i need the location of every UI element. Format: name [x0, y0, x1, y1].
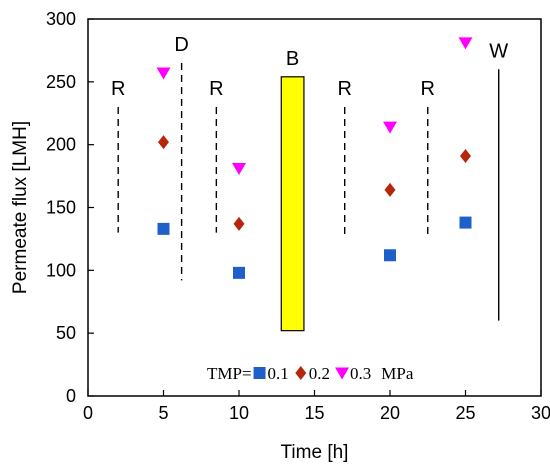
legend-prefix: TMP=: [207, 364, 252, 383]
data-point-square: [157, 222, 170, 235]
data-point-triangle-down: [232, 163, 246, 176]
y-tick-label: 150: [46, 198, 76, 218]
y-axis-label: Permeate flux [LMH]: [10, 121, 31, 294]
event-label: R: [111, 78, 125, 100]
data-point-diamond: [384, 182, 396, 197]
legend-entry-label: 0.2: [309, 364, 330, 383]
data-point-diamond: [460, 148, 471, 163]
highlight-layer: B: [280, 48, 305, 332]
data-point-diamond: [158, 135, 169, 150]
highlight-label: B: [286, 48, 299, 70]
y-tick-label: 200: [46, 135, 76, 155]
highlight-bar: [280, 76, 305, 332]
x-tick-label: 25: [455, 403, 475, 423]
data-point-triangle-down: [458, 37, 473, 50]
y-tick-label: 50: [56, 323, 76, 343]
y-tick-label: 250: [46, 72, 76, 92]
x-axis-label: Time [h]: [281, 442, 349, 463]
legend-entry-label: 0.1: [268, 364, 289, 383]
data-point-triangle-down: [383, 121, 397, 134]
legend-unit: MPa: [381, 364, 414, 383]
data-points-layer: [156, 37, 473, 279]
legend: TMP= 0.1 0.2 0.3 MPa: [207, 364, 414, 383]
legend-entry-label: 0.3: [350, 364, 371, 383]
event-label: R: [209, 78, 223, 100]
event-markers-layer: RDR R RW: [111, 34, 508, 321]
y-tick-label: 100: [46, 260, 76, 280]
y-tick-label: 300: [46, 9, 76, 29]
y-tick-label: 0: [66, 386, 76, 406]
event-label: W: [489, 40, 508, 62]
legend-marker-diamond: [295, 366, 307, 380]
plot-frame: [87, 18, 542, 397]
legend-marker-triangle-down: [335, 367, 350, 380]
event-label: D: [174, 34, 188, 56]
data-point-square: [233, 266, 245, 279]
x-tick-label: 5: [158, 403, 168, 423]
data-point-triangle-down: [156, 67, 171, 80]
x-tick-label: 15: [304, 403, 324, 423]
legend-marker-square: [253, 367, 266, 379]
x-tick-label: 10: [229, 403, 249, 423]
x-tick-label: 30: [531, 403, 550, 423]
x-tick-label: 0: [83, 403, 93, 423]
data-point-square: [459, 216, 472, 229]
event-label: R: [337, 78, 351, 100]
data-point-square: [384, 249, 396, 262]
x-tick-label: 20: [380, 403, 400, 423]
event-label: R: [421, 78, 435, 100]
data-point-diamond: [233, 216, 245, 231]
